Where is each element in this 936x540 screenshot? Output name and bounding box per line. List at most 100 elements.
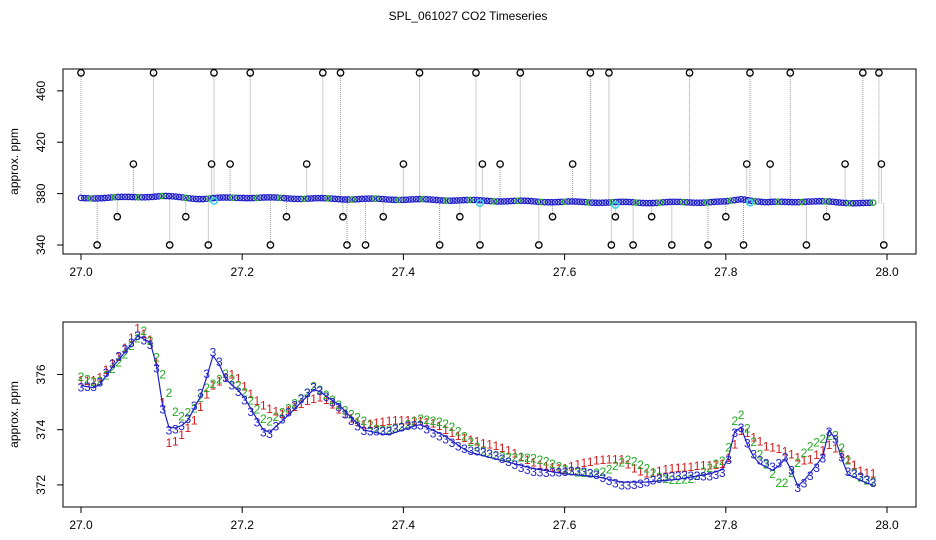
series-symbol: 1 <box>423 415 430 429</box>
data-point <box>659 198 667 206</box>
series-symbol: 1 <box>499 441 506 455</box>
series-symbol: 2 <box>505 450 512 464</box>
x-tick-label: 27.8 <box>714 518 738 532</box>
series-symbol: 1 <box>273 404 280 418</box>
series-symbol: 3 <box>625 479 632 493</box>
series-symbol: 3 <box>486 447 493 461</box>
series-symbol: 3 <box>147 338 154 352</box>
series-symbol: 2 <box>128 339 135 353</box>
data-point <box>443 197 450 205</box>
data-point <box>778 198 786 206</box>
series-symbol: 3 <box>706 470 713 484</box>
series-symbol: 3 <box>310 380 317 394</box>
data-point <box>321 194 329 202</box>
series-symbol: 1 <box>719 457 726 471</box>
series-symbol: 2 <box>392 422 399 436</box>
series-symbol: 2 <box>813 435 820 449</box>
series-symbol: 1 <box>618 453 625 467</box>
series-symbol: 3 <box>329 395 336 409</box>
data-point <box>145 193 153 201</box>
series-symbol: 1 <box>197 400 204 414</box>
series-symbol: 3 <box>669 469 676 483</box>
series-symbol: 1 <box>763 439 770 453</box>
data-point <box>348 196 356 203</box>
series-symbol: 1 <box>266 402 273 416</box>
data-point <box>741 196 748 204</box>
series-symbol: 2 <box>436 415 443 429</box>
data-point <box>514 197 522 205</box>
series-symbol: 1 <box>669 461 676 475</box>
plot-frame <box>62 321 917 508</box>
series-symbol: 1 <box>870 466 877 480</box>
series-symbol: 2 <box>857 470 864 484</box>
series-symbol: 2 <box>417 412 424 426</box>
x-tick-label: 27.2 <box>231 265 255 279</box>
series-symbol: 1 <box>310 392 317 406</box>
outlier-point <box>879 241 888 249</box>
series-symbol: 1 <box>203 387 210 401</box>
series-symbol: 1 <box>109 356 116 370</box>
series-symbol: 2 <box>210 377 217 391</box>
series-symbol: 2 <box>700 465 707 479</box>
series-symbol: 2 <box>266 415 273 429</box>
data-point <box>852 199 860 207</box>
data-point <box>730 196 738 204</box>
series-symbol: 1 <box>216 374 223 388</box>
data-point <box>541 198 549 206</box>
outlier-point <box>472 69 480 77</box>
data-point <box>77 194 85 202</box>
series-symbol: 2 <box>323 388 330 402</box>
data-point <box>734 196 742 204</box>
series-symbol: 3 <box>122 343 129 357</box>
data-point <box>619 198 626 206</box>
outlier-point <box>877 160 886 168</box>
series-symbol: 2 <box>285 401 292 415</box>
series-symbol: 2 <box>845 454 852 468</box>
data-point <box>409 196 417 203</box>
y-tick-label: 380 <box>34 183 48 203</box>
data-point <box>582 198 589 206</box>
series-symbol: 1 <box>78 373 85 387</box>
series-symbol: 2 <box>159 367 166 381</box>
series-symbol: 1 <box>97 370 104 384</box>
series-symbol: 2 <box>744 422 751 436</box>
outlier-point <box>586 69 595 77</box>
data-point <box>819 197 826 205</box>
series-symbol: 3 <box>845 465 852 479</box>
data-point <box>714 198 721 205</box>
data-point <box>639 199 647 207</box>
series-symbol: 2 <box>260 412 267 426</box>
data-point <box>558 198 566 206</box>
data-point <box>463 196 471 204</box>
series-symbol: 2 <box>599 465 606 479</box>
data-point <box>656 199 664 206</box>
series-symbol: 1 <box>166 436 173 450</box>
series-symbol: 1 <box>568 459 575 473</box>
outlier-point <box>210 69 218 77</box>
series-symbol: 1 <box>700 459 707 473</box>
data-point <box>849 199 857 207</box>
series-symbol: 3 <box>474 444 481 458</box>
outlier-point <box>568 160 577 168</box>
series-symbol: 3 <box>442 433 449 447</box>
outlier-point <box>455 212 464 221</box>
series-symbol: 1 <box>134 322 141 336</box>
data-point <box>475 199 484 208</box>
data-point <box>466 196 474 204</box>
series-symbol: 3 <box>78 380 85 394</box>
series-symbol: 2 <box>122 347 129 361</box>
data-point <box>412 195 420 203</box>
x-tick-label: 27.0 <box>69 265 93 279</box>
data-point <box>294 195 302 203</box>
outlier-point <box>207 160 216 168</box>
series-symbol: 1 <box>392 414 399 428</box>
series-symbol: 1 <box>782 444 789 458</box>
series-symbol: 2 <box>662 472 669 486</box>
series-symbol: 3 <box>587 466 594 480</box>
series-symbol: 1 <box>681 461 688 475</box>
data-point <box>747 197 755 205</box>
data-point <box>785 198 792 206</box>
series-symbol: 1 <box>599 453 606 467</box>
data-point <box>494 198 501 205</box>
series-symbol: 2 <box>222 367 229 381</box>
